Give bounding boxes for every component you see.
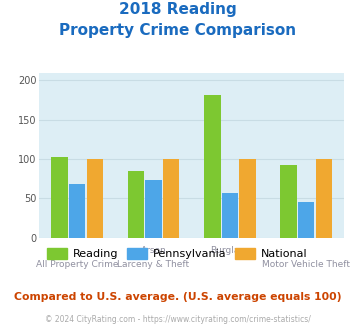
Text: All Property Crime: All Property Crime <box>36 260 119 269</box>
Bar <box>239 159 256 238</box>
Text: © 2024 CityRating.com - https://www.cityrating.com/crime-statistics/: © 2024 CityRating.com - https://www.city… <box>45 315 310 324</box>
Bar <box>204 95 220 238</box>
Bar <box>280 165 297 238</box>
Text: Arson: Arson <box>141 246 166 255</box>
Bar <box>298 202 315 238</box>
Text: Motor Vehicle Theft: Motor Vehicle Theft <box>262 260 350 269</box>
Text: 2018 Reading: 2018 Reading <box>119 2 236 16</box>
Text: Burglary: Burglary <box>211 246 249 255</box>
Bar <box>163 159 179 238</box>
Bar <box>316 159 332 238</box>
Bar <box>222 193 238 238</box>
Bar <box>87 159 103 238</box>
Text: Compared to U.S. average. (U.S. average equals 100): Compared to U.S. average. (U.S. average … <box>14 292 341 302</box>
Legend: Reading, Pennsylvania, National: Reading, Pennsylvania, National <box>43 244 312 263</box>
Text: Larceny & Theft: Larceny & Theft <box>118 260 190 269</box>
Bar <box>69 184 86 238</box>
Bar <box>145 180 162 238</box>
Bar <box>51 157 68 238</box>
Bar <box>128 171 144 238</box>
Text: Property Crime Comparison: Property Crime Comparison <box>59 23 296 38</box>
